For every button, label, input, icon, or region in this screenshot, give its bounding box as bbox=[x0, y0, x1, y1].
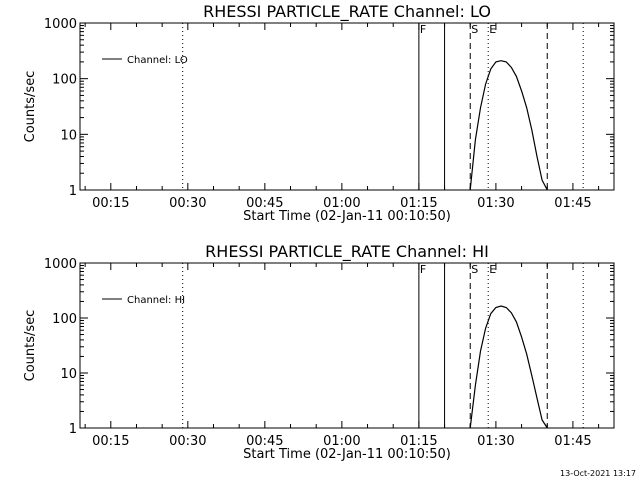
x-tick-label: 01:15 bbox=[400, 196, 437, 211]
y-tick-label: 10 bbox=[60, 128, 77, 143]
x-tick-label: 00:45 bbox=[246, 196, 283, 211]
x-tick-label: 01:30 bbox=[477, 196, 514, 211]
plot-frame bbox=[79, 262, 615, 429]
series-line bbox=[469, 305, 548, 429]
x-tick-label: 00:15 bbox=[92, 196, 129, 211]
chart-panel-1: RHESSI PARTICLE_RATE Channel: LO 00:15 00:… bbox=[23, 2, 615, 224]
footer-timestamp: 13-Oct-2021 13:17 bbox=[560, 469, 636, 478]
legend-label: Channel: HI bbox=[127, 295, 185, 306]
x-axis-label: Start Time (02-Jan-11 00:10:50) bbox=[243, 447, 451, 462]
series-line bbox=[469, 60, 548, 191]
y-tick-label: 1000 bbox=[44, 257, 77, 272]
event-marker-label: E bbox=[489, 263, 496, 276]
y-tick-label: 1000 bbox=[44, 17, 77, 32]
legend-label: Channel: LO bbox=[127, 55, 188, 66]
x-tick-label: 01:00 bbox=[323, 434, 360, 449]
x-tick-label: 01:45 bbox=[554, 196, 591, 211]
y-axis-label: Counts/sec bbox=[23, 71, 38, 143]
event-marker-label: F bbox=[420, 23, 426, 36]
y-axis-label: Counts/sec bbox=[23, 310, 38, 382]
x-tick-label: 01:45 bbox=[554, 434, 591, 449]
x-axis-label: Start Time (02-Jan-11 00:10:50) bbox=[243, 209, 451, 224]
event-marker-label: S bbox=[471, 23, 478, 36]
event-marker-label: S bbox=[471, 263, 478, 276]
x-tick-label: 00:45 bbox=[246, 434, 283, 449]
y-tick-label: 1 bbox=[69, 422, 77, 437]
chart-title: RHESSI PARTICLE_RATE Channel: LO bbox=[203, 2, 491, 22]
y-tick-label: 100 bbox=[52, 73, 77, 88]
x-tick-label: 01:15 bbox=[400, 434, 437, 449]
y-tick-label: 10 bbox=[60, 367, 77, 382]
y-tick-label: 1 bbox=[69, 184, 77, 199]
chart-title: RHESSI PARTICLE_RATE Channel: HI bbox=[205, 242, 489, 262]
event-marker-label: F bbox=[420, 263, 426, 276]
chart-panel-2: RHESSI PARTICLE_RATE Channel: HI 00:15 00:… bbox=[23, 242, 615, 462]
plot-frame bbox=[79, 22, 615, 191]
event-marker-label: E bbox=[489, 23, 496, 36]
x-tick-label: 01:00 bbox=[323, 196, 360, 211]
x-tick-label: 00:30 bbox=[169, 196, 206, 211]
y-tick-label: 100 bbox=[52, 312, 77, 327]
x-tick-label: 00:30 bbox=[169, 434, 206, 449]
x-tick-label: 01:30 bbox=[477, 434, 514, 449]
x-tick-label: 00:15 bbox=[92, 434, 129, 449]
